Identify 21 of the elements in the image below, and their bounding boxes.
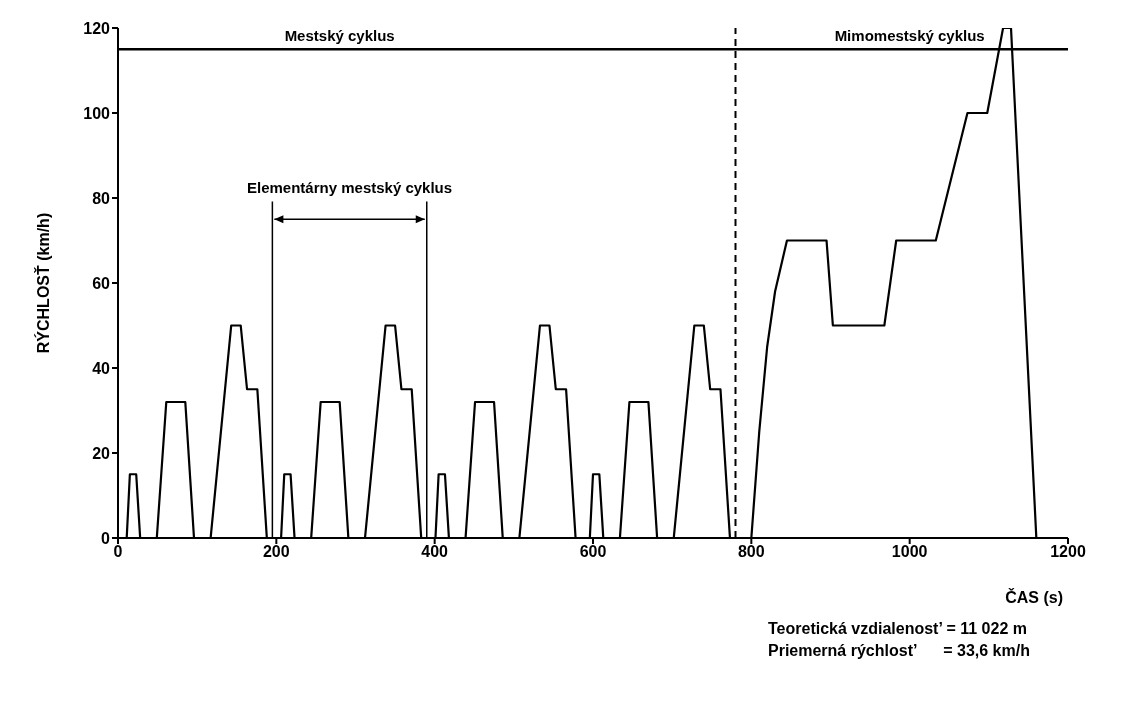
x-tick-label: 800 (737, 543, 765, 561)
annotation: Elementárny mestský cyklus (247, 179, 453, 197)
y-tick-label: 60 (92, 274, 111, 292)
y-tick-label: 0 (101, 529, 111, 547)
y-tick-label: 20 (92, 444, 111, 462)
annotation: Mestský cyklus (284, 27, 395, 45)
x-tick-label: 200 (262, 543, 290, 561)
y-axis-title: RÝCHLOSŤ (km/h) (33, 212, 52, 354)
x-tick-label: 1000 (891, 543, 928, 561)
y-tick-label: 120 (83, 19, 111, 37)
x-tick-label: 600 (579, 543, 607, 561)
y-tick-label: 80 (92, 189, 111, 207)
annotation: Mimomestský cyklus (834, 27, 985, 45)
y-tick-label: 40 (92, 359, 111, 377)
x-tick-label: 1200 (1050, 543, 1086, 561)
x-tick-label: 0 (113, 543, 123, 561)
y-tick-label: 100 (83, 104, 111, 122)
x-tick-label: 400 (421, 543, 449, 561)
text: Teoretická vzdialenost’ = 11 022 m (768, 619, 1028, 639)
x-axis-title: ČAS (s) (1005, 588, 1063, 606)
text: Priemerná rýchlost’ = 33,6 km/h (768, 641, 1031, 661)
